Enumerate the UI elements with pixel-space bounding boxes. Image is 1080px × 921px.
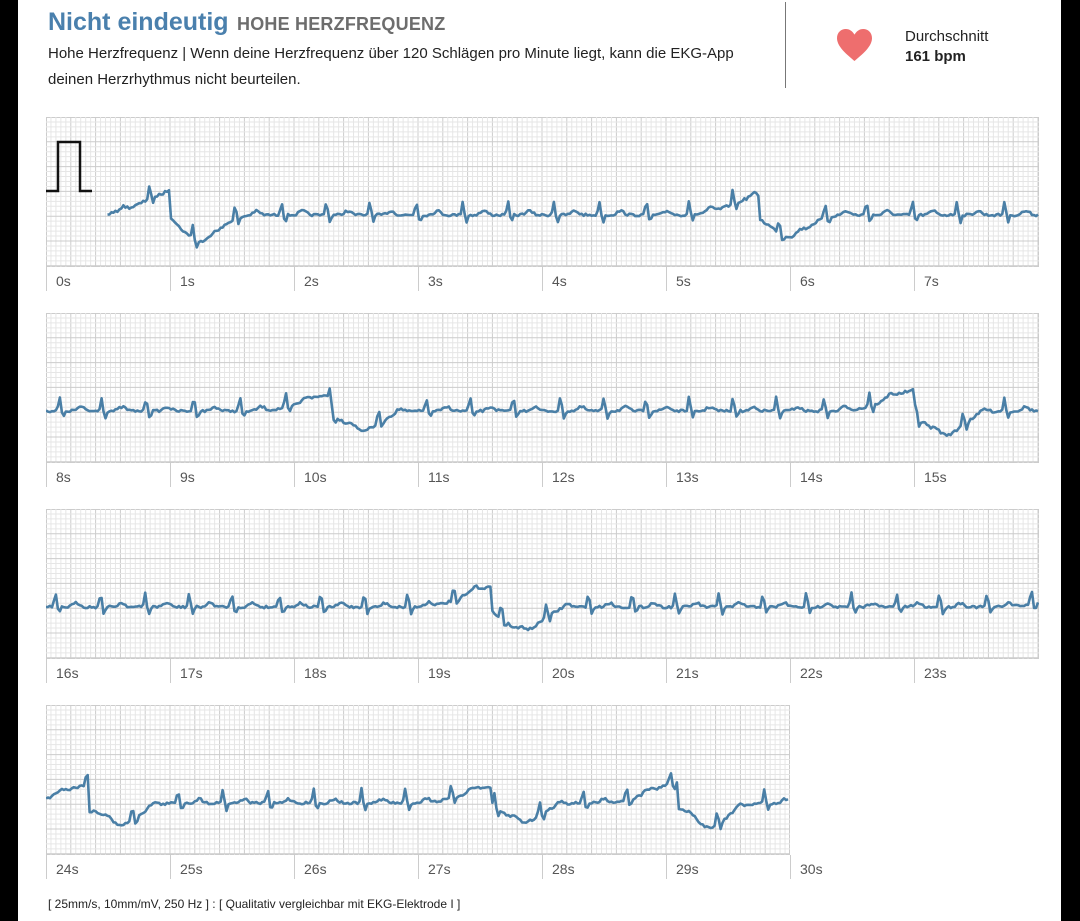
time-tick-label: 21s [676,665,699,681]
calibration-pulse [46,140,92,193]
time-tick-label: 17s [180,665,203,681]
time-tick-label: 18s [304,665,327,681]
time-tick-label: 24s [56,861,79,877]
time-tick-label: 7s [924,273,939,289]
time-tick-label: 22s [800,665,823,681]
ecg-strip-8-16s: 8s 9s 10s 11s 12s 13s 14s 15s [46,313,1039,487]
time-tick-label: 20s [552,665,575,681]
ecg-strip-chart: 24s 25s 26s 27s 28s 29s 30s [46,705,823,879]
ecg-grid [46,705,790,855]
ecg-strip-0-8s: 0s 1s 2s 3s 4s 5s 6s 7s [46,117,1039,291]
time-tick-label: 30s [800,861,823,877]
verdict-title: Nicht eindeutig [48,8,229,36]
time-tick-label: 29s [676,861,699,877]
time-tick-label: 6s [800,273,815,289]
ecg-grid [46,313,1039,463]
time-tick-label: 5s [676,273,691,289]
classification-description: Hohe Herzfrequenz | Wenn deine Herzfrequ… [48,45,734,88]
time-tick-label: 0s [56,273,71,289]
ecg-grid [46,509,1039,659]
ecg-trace [46,387,1039,437]
classification-subtitle: HOHE HERZFREQUENZ [237,14,446,34]
time-tick-label: 13s [676,469,699,485]
time-tick-label: 28s [552,861,575,877]
time-tick-label: 3s [428,273,443,289]
ecg-strip-chart: 8s 9s 10s 11s 12s 13s 14s 15s [46,313,1039,487]
heart-icon [837,29,872,61]
time-tick-label: 4s [552,273,567,289]
time-tick-label: 2s [304,273,319,289]
time-tick-label: 26s [304,861,327,877]
time-tick-label: 11s [428,469,450,485]
ecg-grid [46,117,1039,267]
ecg-report-page: Nicht eindeutig HOHE HERZFREQUENZ Hohe H… [18,0,1061,921]
average-label: Durchschnitt [905,28,989,45]
time-tick-label: 16s [56,665,79,681]
ecg-strip-chart: 16s 17s 18s 19s 20s 21s 22s 23s [46,509,1039,683]
ecg-strip-16-24s: 16s 17s 18s 19s 20s 21s 22s 23s [46,509,1039,683]
time-tick-label: 15s [924,469,947,485]
ecg-trace [107,185,1039,249]
time-tick-label: 10s [304,469,327,485]
time-tick-label: 27s [428,861,451,877]
time-tick-label: 23s [924,665,947,681]
time-tick-label: 9s [180,469,195,485]
time-tick-label: 25s [180,861,203,877]
recording-info: [ 25mm/s, 10mm/mV, 250 Hz ] : [ Qualitat… [48,897,461,911]
ecg-strip-24-30s: 24s 25s 26s 27s 28s 29s 30s [46,705,830,879]
time-tick-label: 19s [428,665,451,681]
time-tick-label: 12s [552,469,575,485]
ecg-trace [46,584,1039,632]
ecg-trace [46,772,789,831]
time-tick-label: 1s [180,273,195,289]
ecg-strip-chart: 0s 1s 2s 3s 4s 5s 6s 7s [46,117,1039,291]
report-header: Nicht eindeutig HOHE HERZFREQUENZ Hohe H… [48,2,1048,104]
average-heart-rate: 161 bpm [905,48,966,65]
time-tick-label: 14s [800,469,823,485]
title-line: Nicht eindeutig HOHE HERZFREQUENZ [48,8,445,37]
time-tick-label: 8s [56,469,71,485]
header-divider [785,2,786,88]
